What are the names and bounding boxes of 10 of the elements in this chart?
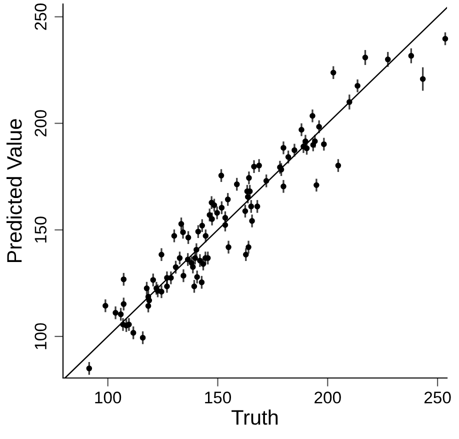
x-tick-label: 100 [95,392,122,404]
x-axis-title: Truth [232,410,278,425]
y-tick-label: 150 [34,216,47,243]
y-tick-label: 200 [34,110,47,136]
y-tick-label: 250 [34,4,47,30]
x-tick-label: 200 [314,392,341,404]
x-tick-label: 250 [424,392,451,404]
y-axis-title: Predicted Value [6,119,22,262]
y-tick-label: 100 [34,323,47,350]
x-tick-label: 150 [205,392,231,404]
